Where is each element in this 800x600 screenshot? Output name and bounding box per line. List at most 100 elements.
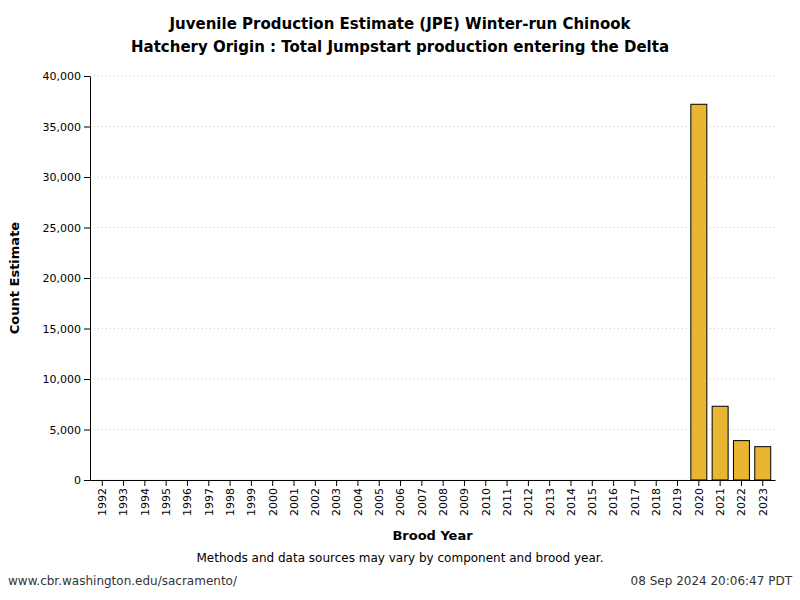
y-tick-label: 30,000 bbox=[43, 171, 82, 184]
y-tick: 20,000 bbox=[43, 272, 91, 285]
y-tick-label: 20,000 bbox=[43, 272, 82, 285]
bar bbox=[755, 447, 771, 480]
x-tick: 2007 bbox=[416, 480, 429, 516]
x-tick-mark bbox=[464, 480, 465, 486]
bar bbox=[712, 406, 728, 480]
x-tick-mark bbox=[123, 480, 124, 486]
x-tick-label: 1992 bbox=[96, 488, 109, 516]
x-tick-mark bbox=[230, 480, 231, 486]
x-axis-line bbox=[91, 480, 776, 481]
x-tick-label: 2013 bbox=[544, 488, 557, 516]
x-tick-mark bbox=[315, 480, 316, 486]
x-tick-label: 2017 bbox=[629, 488, 642, 516]
x-tick-mark bbox=[144, 480, 145, 486]
x-tick-label: 2003 bbox=[330, 488, 343, 516]
y-tick-label: 40,000 bbox=[43, 70, 82, 83]
plot-area: 0 5,000 10,000 15,000 20,000 25,000 30,000 35,0… bbox=[43, 70, 776, 516]
x-tick-mark bbox=[208, 480, 209, 486]
x-tick: 1995 bbox=[160, 480, 173, 516]
x-tick-label: 1996 bbox=[181, 488, 194, 516]
y-tick-mark bbox=[84, 127, 90, 128]
x-tick-mark bbox=[443, 480, 444, 486]
y-tick-mark bbox=[84, 430, 90, 431]
y-tick: 25,000 bbox=[43, 222, 91, 235]
x-tick: 2009 bbox=[458, 480, 471, 516]
x-tick-label: 2019 bbox=[671, 488, 684, 516]
x-tick: 2017 bbox=[629, 480, 642, 516]
x-tick: 2014 bbox=[565, 480, 578, 516]
x-tick: 2020 bbox=[693, 480, 706, 516]
y-tick-label: 5,000 bbox=[50, 424, 82, 437]
x-tick: 2012 bbox=[522, 480, 535, 516]
x-tick-mark bbox=[400, 480, 401, 486]
x-tick: 1997 bbox=[203, 480, 216, 516]
x-tick-label: 2004 bbox=[352, 488, 365, 516]
y-tick-mark bbox=[84, 329, 90, 330]
x-tick-mark bbox=[549, 480, 550, 486]
x-tick-mark bbox=[187, 480, 188, 486]
y-tick-label: 15,000 bbox=[43, 323, 82, 336]
x-tick-label: 2011 bbox=[501, 488, 514, 516]
x-tick-mark bbox=[677, 480, 678, 486]
bar bbox=[691, 104, 707, 480]
x-tick: 1996 bbox=[181, 480, 194, 516]
title: Juvenile Production Estimate (JPE) Winte… bbox=[168, 15, 631, 33]
grid-line bbox=[90, 126, 775, 127]
x-tick: 2011 bbox=[501, 480, 514, 516]
x-tick-mark bbox=[166, 480, 167, 486]
x-tick-mark bbox=[102, 480, 103, 486]
annotation: Methods and data sources may vary by com… bbox=[197, 551, 604, 565]
x-tick: 2015 bbox=[586, 480, 599, 516]
grid-line bbox=[90, 76, 775, 77]
x-tick: 1998 bbox=[224, 480, 237, 516]
bar bbox=[733, 441, 749, 480]
x-tick-label: 2018 bbox=[650, 488, 663, 516]
y-tick: 35,000 bbox=[43, 121, 91, 134]
grid bbox=[90, 76, 775, 480]
x-tick: 2022 bbox=[735, 480, 748, 516]
x-tick-label: 2020 bbox=[693, 488, 706, 516]
x-tick: 2000 bbox=[267, 480, 280, 516]
grid-line bbox=[90, 278, 775, 279]
x-tick-mark bbox=[634, 480, 635, 486]
y-tick: 15,000 bbox=[43, 323, 91, 336]
x-tick-mark bbox=[528, 480, 529, 486]
y-tick-label: 35,000 bbox=[43, 121, 82, 134]
grid-line bbox=[90, 429, 775, 430]
x-tick-label: 2022 bbox=[735, 488, 748, 516]
x-tick-label: 2010 bbox=[480, 488, 493, 516]
x-tick-label: 2009 bbox=[458, 488, 471, 516]
x-tick-label: 2015 bbox=[586, 488, 599, 516]
x-tick-label: 1993 bbox=[117, 488, 130, 516]
x-tick-mark bbox=[656, 480, 657, 486]
x-tick-mark bbox=[592, 480, 593, 486]
x-tick: 2006 bbox=[394, 480, 407, 516]
y-axis-title: Count Estimate bbox=[7, 222, 22, 335]
y-tick-label: 10,000 bbox=[43, 373, 82, 386]
x-tick-mark bbox=[485, 480, 486, 486]
x-tick-mark bbox=[357, 480, 358, 486]
bars bbox=[691, 104, 771, 480]
x-tick: 2008 bbox=[437, 480, 450, 516]
grid-line bbox=[90, 177, 775, 178]
y-tick-mark bbox=[84, 278, 90, 279]
x-tick-label: 1998 bbox=[224, 488, 237, 516]
x-tick: 2003 bbox=[330, 480, 343, 516]
y-tick: 0 bbox=[74, 474, 90, 487]
x-tick-label: 2007 bbox=[416, 488, 429, 516]
x-tick-mark bbox=[379, 480, 380, 486]
x-tick-mark bbox=[507, 480, 508, 486]
x-tick: 1999 bbox=[245, 480, 258, 516]
y-tick: 5,000 bbox=[50, 424, 91, 437]
x-tick-mark bbox=[762, 480, 763, 486]
grid-line bbox=[90, 480, 775, 481]
y-tick-mark bbox=[84, 379, 90, 380]
x-tick-label: 2008 bbox=[437, 488, 450, 516]
x-tick-label: 1997 bbox=[203, 488, 216, 516]
y-tick-label: 0 bbox=[74, 474, 81, 487]
grid-line bbox=[90, 328, 775, 329]
x-axis: 1992199319941995199619971998199920002001… bbox=[91, 480, 776, 516]
x-tick-label: 1995 bbox=[160, 488, 173, 516]
y-axis: 0 5,000 10,000 15,000 20,000 25,000 30,000 35,0… bbox=[43, 70, 91, 487]
x-tick: 2018 bbox=[650, 480, 663, 516]
